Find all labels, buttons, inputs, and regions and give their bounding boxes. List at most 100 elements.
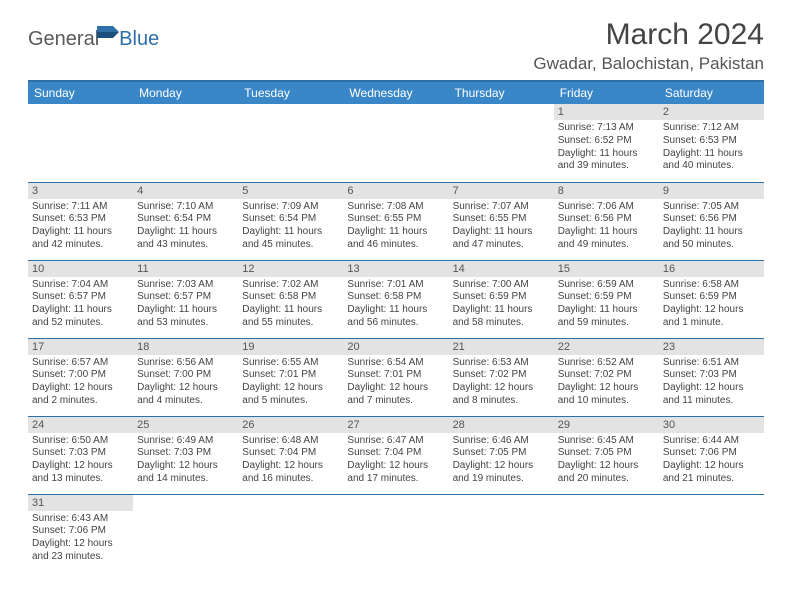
sunrise-text: Sunrise: 6:47 AM xyxy=(347,435,444,448)
sunrise-text: Sunrise: 7:04 AM xyxy=(32,279,129,292)
day-number: 17 xyxy=(28,339,133,355)
day-cell: 30Sunrise: 6:44 AMSunset: 7:06 PMDayligh… xyxy=(659,416,764,494)
day-number: 6 xyxy=(343,183,448,199)
sunrise-text: Sunrise: 6:45 AM xyxy=(558,435,655,448)
day-number: 10 xyxy=(28,261,133,277)
day-number: 18 xyxy=(133,339,238,355)
day-number: 26 xyxy=(238,417,343,433)
day-cell: 17Sunrise: 6:57 AMSunset: 7:00 PMDayligh… xyxy=(28,338,133,416)
daylight-text: Daylight: 11 hours and 46 minutes. xyxy=(347,226,444,252)
day-number: 29 xyxy=(554,417,659,433)
day-details: Sunrise: 7:07 AMSunset: 6:55 PMDaylight:… xyxy=(449,199,554,256)
day-cell: 18Sunrise: 6:56 AMSunset: 7:00 PMDayligh… xyxy=(133,338,238,416)
sunrise-text: Sunrise: 7:08 AM xyxy=(347,201,444,214)
sunset-text: Sunset: 7:02 PM xyxy=(453,369,550,382)
daylight-text: Daylight: 12 hours and 23 minutes. xyxy=(32,538,129,564)
daylight-text: Daylight: 12 hours and 19 minutes. xyxy=(453,460,550,486)
daylight-text: Daylight: 11 hours and 50 minutes. xyxy=(663,226,760,252)
sunset-text: Sunset: 7:03 PM xyxy=(32,447,129,460)
day-details: Sunrise: 7:09 AMSunset: 6:54 PMDaylight:… xyxy=(238,199,343,256)
daylight-text: Daylight: 11 hours and 40 minutes. xyxy=(663,148,760,174)
day-cell: 28Sunrise: 6:46 AMSunset: 7:05 PMDayligh… xyxy=(449,416,554,494)
day-cell: 8Sunrise: 7:06 AMSunset: 6:56 PMDaylight… xyxy=(554,182,659,260)
col-saturday: Saturday xyxy=(659,81,764,104)
daylight-text: Daylight: 12 hours and 11 minutes. xyxy=(663,382,760,408)
sunset-text: Sunset: 7:06 PM xyxy=(663,447,760,460)
daylight-text: Daylight: 11 hours and 58 minutes. xyxy=(453,304,550,330)
day-number: 19 xyxy=(238,339,343,355)
daylight-text: Daylight: 11 hours and 47 minutes. xyxy=(453,226,550,252)
day-details: Sunrise: 7:03 AMSunset: 6:57 PMDaylight:… xyxy=(133,277,238,334)
daylight-text: Daylight: 12 hours and 10 minutes. xyxy=(558,382,655,408)
sunrise-text: Sunrise: 6:56 AM xyxy=(137,357,234,370)
day-details: Sunrise: 6:55 AMSunset: 7:01 PMDaylight:… xyxy=(238,355,343,412)
day-details: Sunrise: 6:57 AMSunset: 7:00 PMDaylight:… xyxy=(28,355,133,412)
day-number: 5 xyxy=(238,183,343,199)
sunset-text: Sunset: 7:05 PM xyxy=(453,447,550,460)
col-monday: Monday xyxy=(133,81,238,104)
sunrise-text: Sunrise: 6:58 AM xyxy=(663,279,760,292)
header-row: Sunday Monday Tuesday Wednesday Thursday… xyxy=(28,81,764,104)
day-number: 13 xyxy=(343,261,448,277)
col-tuesday: Tuesday xyxy=(238,81,343,104)
day-details: Sunrise: 6:54 AMSunset: 7:01 PMDaylight:… xyxy=(343,355,448,412)
sunrise-text: Sunrise: 7:01 AM xyxy=(347,279,444,292)
daylight-text: Daylight: 11 hours and 49 minutes. xyxy=(558,226,655,252)
sunset-text: Sunset: 7:03 PM xyxy=(137,447,234,460)
day-details: Sunrise: 6:52 AMSunset: 7:02 PMDaylight:… xyxy=(554,355,659,412)
daylight-text: Daylight: 12 hours and 4 minutes. xyxy=(137,382,234,408)
sunset-text: Sunset: 6:58 PM xyxy=(347,291,444,304)
day-details: Sunrise: 7:12 AMSunset: 6:53 PMDaylight:… xyxy=(659,120,764,177)
logo-text-general: General xyxy=(28,28,99,51)
sunrise-text: Sunrise: 6:55 AM xyxy=(242,357,339,370)
day-cell: . xyxy=(659,494,764,572)
sunrise-text: Sunrise: 6:43 AM xyxy=(32,513,129,526)
day-cell: 16Sunrise: 6:58 AMSunset: 6:59 PMDayligh… xyxy=(659,260,764,338)
day-details: Sunrise: 6:51 AMSunset: 7:03 PMDaylight:… xyxy=(659,355,764,412)
day-details: Sunrise: 6:59 AMSunset: 6:59 PMDaylight:… xyxy=(554,277,659,334)
logo: General Blue xyxy=(28,18,159,55)
day-number: 24 xyxy=(28,417,133,433)
day-number: 15 xyxy=(554,261,659,277)
logo-text-blue: Blue xyxy=(119,28,159,51)
day-number: 20 xyxy=(343,339,448,355)
day-details: Sunrise: 6:45 AMSunset: 7:05 PMDaylight:… xyxy=(554,433,659,490)
day-cell: . xyxy=(343,494,448,572)
day-details: Sunrise: 6:44 AMSunset: 7:06 PMDaylight:… xyxy=(659,433,764,490)
day-cell: 2Sunrise: 7:12 AMSunset: 6:53 PMDaylight… xyxy=(659,104,764,182)
sunrise-text: Sunrise: 7:02 AM xyxy=(242,279,339,292)
day-number: 7 xyxy=(449,183,554,199)
daylight-text: Daylight: 12 hours and 5 minutes. xyxy=(242,382,339,408)
sunrise-text: Sunrise: 7:07 AM xyxy=(453,201,550,214)
sunrise-text: Sunrise: 7:10 AM xyxy=(137,201,234,214)
day-cell: . xyxy=(28,104,133,182)
sunset-text: Sunset: 6:59 PM xyxy=(558,291,655,304)
sunset-text: Sunset: 6:56 PM xyxy=(558,213,655,226)
daylight-text: Daylight: 11 hours and 59 minutes. xyxy=(558,304,655,330)
month-title: March 2024 xyxy=(533,18,764,52)
sunset-text: Sunset: 6:56 PM xyxy=(663,213,760,226)
sunrise-text: Sunrise: 6:54 AM xyxy=(347,357,444,370)
day-cell: 10Sunrise: 7:04 AMSunset: 6:57 PMDayligh… xyxy=(28,260,133,338)
daylight-text: Daylight: 11 hours and 55 minutes. xyxy=(242,304,339,330)
day-details: Sunrise: 7:10 AMSunset: 6:54 PMDaylight:… xyxy=(133,199,238,256)
sunrise-text: Sunrise: 6:52 AM xyxy=(558,357,655,370)
sunrise-text: Sunrise: 6:44 AM xyxy=(663,435,760,448)
day-cell: 29Sunrise: 6:45 AMSunset: 7:05 PMDayligh… xyxy=(554,416,659,494)
daylight-text: Daylight: 11 hours and 45 minutes. xyxy=(242,226,339,252)
day-details: Sunrise: 6:48 AMSunset: 7:04 PMDaylight:… xyxy=(238,433,343,490)
day-details: Sunrise: 7:02 AMSunset: 6:58 PMDaylight:… xyxy=(238,277,343,334)
sunrise-text: Sunrise: 7:13 AM xyxy=(558,122,655,135)
day-details: Sunrise: 6:47 AMSunset: 7:04 PMDaylight:… xyxy=(343,433,448,490)
sunset-text: Sunset: 6:53 PM xyxy=(32,213,129,226)
sunrise-text: Sunrise: 7:06 AM xyxy=(558,201,655,214)
col-wednesday: Wednesday xyxy=(343,81,448,104)
daylight-text: Daylight: 12 hours and 17 minutes. xyxy=(347,460,444,486)
day-details: Sunrise: 6:43 AMSunset: 7:06 PMDaylight:… xyxy=(28,511,133,568)
day-cell: . xyxy=(238,494,343,572)
day-cell: 21Sunrise: 6:53 AMSunset: 7:02 PMDayligh… xyxy=(449,338,554,416)
day-number: 9 xyxy=(659,183,764,199)
day-details: Sunrise: 6:50 AMSunset: 7:03 PMDaylight:… xyxy=(28,433,133,490)
sunrise-text: Sunrise: 6:57 AM xyxy=(32,357,129,370)
day-cell: 6Sunrise: 7:08 AMSunset: 6:55 PMDaylight… xyxy=(343,182,448,260)
